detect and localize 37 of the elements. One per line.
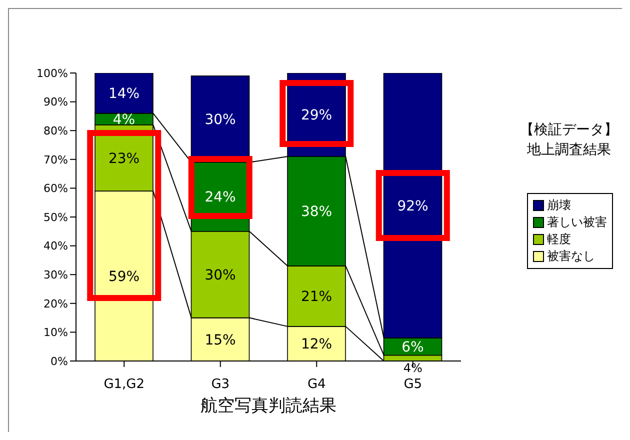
- data-label: 21%: [300, 289, 332, 306]
- legend-label: 崩壊: [547, 197, 571, 214]
- data-label: 29%: [300, 108, 332, 124]
- legend-label: 軽度: [547, 231, 571, 248]
- data-label: 6%: [402, 340, 424, 356]
- legend-label: 著しい被害: [547, 214, 607, 231]
- y-tick-label: 0%: [50, 354, 68, 368]
- data-label: 92%: [397, 198, 428, 214]
- data-label: 12%: [300, 336, 332, 353]
- x-tick-label: G1,G2: [104, 377, 145, 392]
- text: 地上調査結果: [526, 142, 611, 158]
- data-label: 15%: [204, 332, 236, 348]
- y-tick-label: 100%: [36, 66, 68, 80]
- x-tick-label: G5: [404, 377, 422, 392]
- data-label: 30%: [204, 112, 236, 128]
- legend-label: 被害なし: [547, 248, 595, 265]
- data-label: 30%: [204, 268, 236, 284]
- y-tick-label: 10%: [44, 326, 68, 340]
- y-tick-label: 30%: [44, 268, 68, 282]
- data-label: 23%: [108, 150, 140, 167]
- y-tick-label: 40%: [44, 240, 68, 253]
- data-label: 4%: [112, 112, 136, 128]
- y-tick-label: 80%: [44, 124, 68, 138]
- data-label: 24%: [204, 190, 236, 206]
- y-tick-label: 90%: [44, 96, 68, 109]
- x-axis-title: 航空写真判読結果: [200, 396, 336, 416]
- y-tick-label: 60%: [44, 182, 68, 196]
- data-label: 38%: [300, 204, 332, 220]
- y-tick-label: 20%: [44, 297, 68, 310]
- data-label: 59%: [108, 268, 140, 285]
- y-tick-label: 50%: [44, 210, 68, 224]
- text: 【検証データ】: [520, 122, 618, 138]
- x-tick-label: G4: [307, 377, 326, 392]
- annotation: 4%: [403, 361, 422, 376]
- x-tick-label: G3: [211, 377, 230, 392]
- y-tick-label: 70%: [44, 153, 68, 166]
- data-label: 14%: [108, 86, 140, 102]
